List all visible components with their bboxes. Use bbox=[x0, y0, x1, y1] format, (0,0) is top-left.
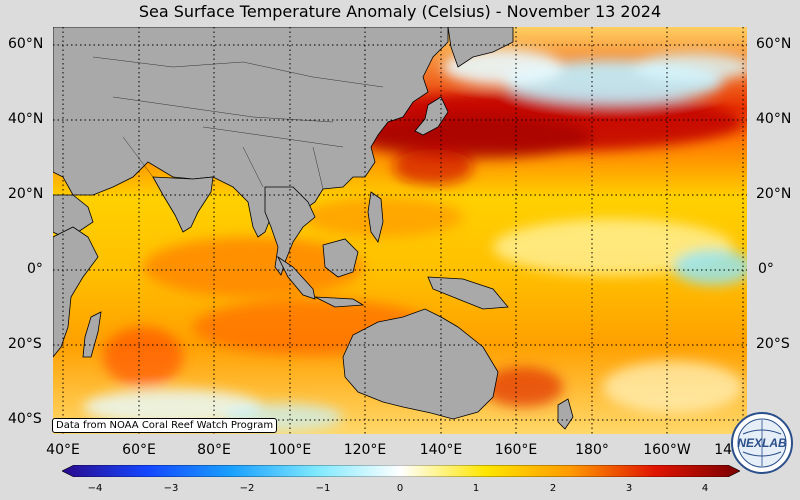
colorbar-tick: 3 bbox=[625, 483, 633, 494]
lat-label-left: 20°N bbox=[8, 186, 44, 202]
lon-label: 120°E bbox=[343, 442, 387, 458]
country-borders bbox=[92, 56, 384, 190]
lat-label-right: 20°S bbox=[756, 336, 790, 352]
graticule bbox=[53, 27, 747, 434]
australia-land bbox=[342, 308, 499, 420]
colorbar-tick: −1 bbox=[315, 483, 331, 494]
nexlab-logo: NEXLAB bbox=[731, 412, 793, 474]
lon-label: 160°E bbox=[494, 442, 538, 458]
java-land bbox=[314, 296, 365, 308]
lon-label: 160°W bbox=[643, 442, 691, 458]
new-guinea-land bbox=[427, 276, 509, 310]
lon-label: 40°E bbox=[46, 442, 80, 458]
lat-label-right: 20°N bbox=[756, 186, 792, 202]
india-land bbox=[152, 176, 214, 233]
madagascar-land bbox=[82, 311, 102, 358]
colorbar-tick: −2 bbox=[239, 483, 255, 494]
colorbar-tick: 4 bbox=[701, 483, 709, 494]
lon-label: 180° bbox=[575, 442, 609, 458]
lon-label: 80°E bbox=[197, 442, 231, 458]
africa-land bbox=[53, 226, 99, 358]
lon-label: 100°E bbox=[268, 442, 312, 458]
lat-label-right: 60°N bbox=[756, 36, 792, 52]
colorbar-tick: −3 bbox=[163, 483, 179, 494]
anomaly-patches bbox=[83, 49, 747, 431]
map-svg bbox=[53, 27, 747, 434]
colorbar-tick: 1 bbox=[472, 483, 480, 494]
sumatra-land bbox=[276, 255, 316, 300]
ne-asia-land bbox=[447, 27, 514, 68]
lon-label: 60°E bbox=[122, 442, 156, 458]
japan-land bbox=[414, 96, 449, 136]
philippines-land bbox=[367, 191, 384, 243]
lat-label-left: 20°S bbox=[8, 336, 42, 352]
lat-label-left: 40°S bbox=[8, 411, 42, 427]
new-zealand-land bbox=[557, 398, 574, 430]
colorbar-tick: −4 bbox=[87, 483, 103, 494]
lat-label-left: 60°N bbox=[8, 36, 44, 52]
lat-label-left: 0° bbox=[27, 261, 43, 277]
lat-label-right: 40°N bbox=[756, 111, 792, 127]
data-credit: Data from NOAA Coral Reef Watch Program bbox=[52, 418, 278, 433]
lat-label-left: 40°N bbox=[8, 111, 44, 127]
map-title: Sea Surface Temperature Anomaly (Celsius… bbox=[138, 2, 662, 21]
lat-label-right: 0° bbox=[758, 261, 774, 277]
logo-text: NEXLAB bbox=[737, 436, 787, 450]
colorbar-scale bbox=[61, 464, 741, 478]
lon-label: 140°E bbox=[419, 442, 463, 458]
colorbar-tick: 2 bbox=[549, 483, 557, 494]
colorbar bbox=[61, 462, 741, 478]
colorbar-tick: 0 bbox=[396, 483, 404, 494]
sst-anomaly-map bbox=[53, 27, 747, 434]
borneo-land bbox=[322, 238, 359, 278]
